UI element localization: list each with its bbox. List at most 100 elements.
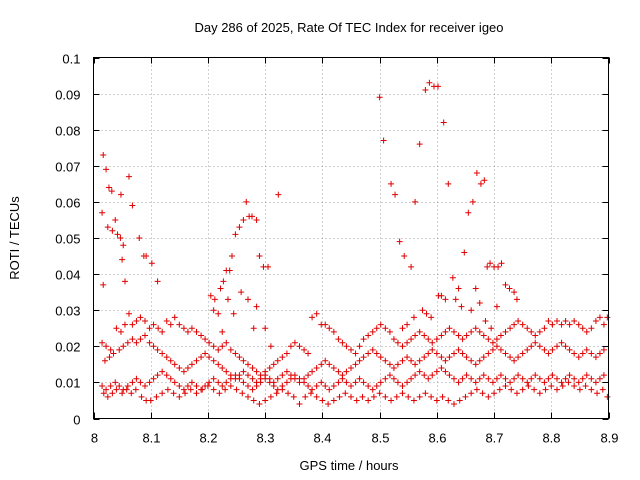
data-point xyxy=(373,383,380,390)
data-point xyxy=(117,235,124,241)
x-axis-label: GPS time / hours xyxy=(300,458,399,473)
data-point xyxy=(219,364,226,371)
data-point xyxy=(249,375,256,382)
data-point xyxy=(101,357,108,364)
data-point xyxy=(220,278,227,285)
data-point xyxy=(476,357,483,364)
data-point xyxy=(513,390,520,397)
data-point xyxy=(446,372,453,379)
data-point xyxy=(129,202,136,209)
data-point xyxy=(114,231,121,238)
data-point xyxy=(245,393,251,400)
data-point xyxy=(275,191,282,198)
data-point xyxy=(428,393,435,400)
data-point xyxy=(370,393,377,400)
data-point xyxy=(129,379,136,386)
data-point xyxy=(536,375,543,382)
y-tick-label: 0.07 xyxy=(55,160,80,175)
data-point xyxy=(473,386,480,393)
data-point xyxy=(421,354,428,361)
data-point xyxy=(519,350,526,357)
data-point xyxy=(352,361,359,368)
data-point xyxy=(104,224,111,231)
data-point xyxy=(476,299,483,306)
data-point xyxy=(129,321,136,328)
data-point xyxy=(270,383,277,390)
data-point xyxy=(489,346,496,353)
data-point xyxy=(465,209,472,216)
data-point xyxy=(604,314,611,321)
data-point xyxy=(525,383,532,390)
data-point xyxy=(515,318,522,325)
data-point xyxy=(232,231,239,238)
data-point xyxy=(554,375,560,382)
data-point xyxy=(456,397,463,404)
data-point xyxy=(592,379,599,386)
data-point xyxy=(193,328,200,335)
data-point xyxy=(532,372,539,379)
data-point xyxy=(416,368,423,375)
data-point xyxy=(480,372,487,379)
data-point xyxy=(404,354,411,361)
data-point xyxy=(159,368,166,375)
data-point xyxy=(227,383,234,390)
data-point xyxy=(412,198,419,205)
data-point xyxy=(360,354,367,361)
data-point xyxy=(524,379,531,386)
data-point xyxy=(210,375,217,382)
data-point xyxy=(425,336,432,343)
data-point xyxy=(545,318,552,325)
data-point xyxy=(279,354,286,361)
data-point xyxy=(531,386,538,393)
data-point xyxy=(125,173,132,180)
data-point xyxy=(408,263,415,270)
data-point xyxy=(159,350,166,357)
data-point xyxy=(416,393,423,400)
data-point xyxy=(228,253,235,260)
data-point xyxy=(599,386,606,393)
data-point xyxy=(319,397,326,404)
data-point xyxy=(182,390,189,397)
data-point xyxy=(171,361,178,368)
data-point xyxy=(198,354,205,361)
data-point xyxy=(336,393,343,400)
data-point xyxy=(410,314,417,321)
data-point xyxy=(446,325,453,332)
data-point xyxy=(412,372,419,379)
data-point xyxy=(369,346,376,353)
data-point xyxy=(256,401,263,408)
data-point xyxy=(442,357,449,364)
data-point xyxy=(583,346,590,353)
data-point xyxy=(202,336,209,343)
data-point xyxy=(571,375,578,382)
data-point xyxy=(455,379,462,386)
data-point xyxy=(528,343,535,350)
data-point xyxy=(365,397,372,404)
data-point xyxy=(463,332,470,339)
data-point xyxy=(120,242,127,249)
data-point xyxy=(249,386,256,393)
data-point xyxy=(502,383,509,390)
data-point xyxy=(184,364,191,371)
data-point xyxy=(502,350,509,357)
x-tick-label: 8.7 xyxy=(485,431,503,446)
data-point xyxy=(549,372,556,379)
data-point xyxy=(588,350,595,357)
data-point xyxy=(390,336,397,343)
data-point xyxy=(227,346,234,353)
data-point xyxy=(588,386,595,393)
data-point xyxy=(210,386,217,393)
data-point xyxy=(348,346,354,353)
data-point xyxy=(291,372,298,379)
data-point xyxy=(287,375,294,382)
data-point xyxy=(352,379,359,386)
data-point xyxy=(596,314,603,321)
data-point xyxy=(283,368,290,375)
data-point xyxy=(245,296,251,303)
data-point xyxy=(283,379,290,386)
data-point xyxy=(245,372,251,379)
data-point xyxy=(193,383,200,390)
data-point xyxy=(446,354,453,361)
data-point xyxy=(559,383,566,390)
data-point xyxy=(356,375,363,382)
